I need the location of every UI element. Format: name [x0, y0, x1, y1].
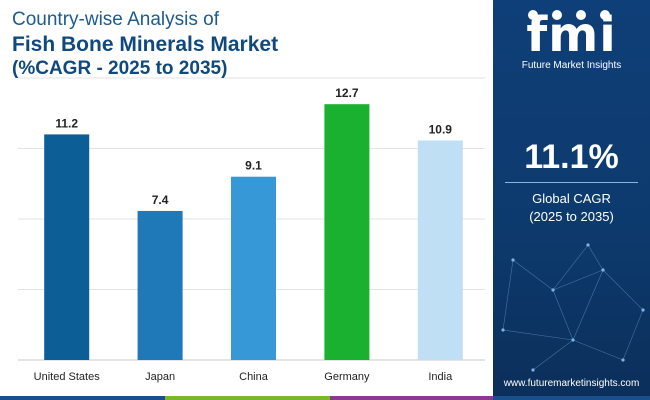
value-label: 10.9 [429, 122, 453, 136]
bar-united-states [44, 134, 90, 360]
value-label: 11.2 [55, 116, 78, 130]
bottom-bar-segment [0, 396, 165, 400]
logo-icons [528, 10, 610, 20]
fmi-logo: fmi Future Market Insights [493, 10, 650, 71]
bottom-bar-segment [165, 396, 330, 400]
cagr-label-line-2: (2025 to 2035) [529, 209, 614, 224]
bar-china [231, 176, 276, 360]
value-label: 9.1 [245, 159, 262, 173]
logo-dot-icon [576, 10, 586, 20]
title-line-2: Fish Bone Minerals Market [12, 33, 279, 56]
bottom-color-bar [0, 396, 650, 400]
logo-subtitle: Future Market Insights [521, 60, 622, 71]
bottom-bar-segment [493, 396, 650, 400]
x-tick-label: Japan [145, 371, 175, 383]
logo-dot-icon [600, 10, 610, 20]
chart-title: Country-wise Analysis of Fish Bone Miner… [12, 8, 278, 81]
value-label: 7.4 [152, 193, 169, 207]
summary-panel: fmi Future Market Insights 11.1% Global … [493, 0, 650, 400]
global-cagr-value: 11.1% [524, 138, 619, 176]
title-line-1: Country-wise Analysis of [12, 9, 219, 30]
global-cagr-label: Global CAGR (2025 to 2035) [493, 190, 650, 226]
x-tick-label: India [428, 371, 453, 383]
bar-chart: 11.2 7.4 9.1 12.7 10.9 United States Japan Chi… [18, 77, 485, 383]
bar-india [417, 140, 463, 360]
website-url[interactable]: www.futuremarketinsights.com [503, 378, 640, 389]
divider [505, 182, 638, 183]
cagr-label-line-1: Global CAGR [532, 191, 611, 206]
value-label: 12.7 [335, 86, 359, 100]
network-decoration [501, 243, 645, 372]
title-line-3: (%CAGR - 2025 to 2035) [12, 58, 228, 79]
x-tick-label: China [239, 371, 269, 383]
x-tick-label: Germany [324, 371, 370, 383]
x-tick-label: United States [34, 371, 101, 383]
logo-mark: fmi [526, 7, 617, 63]
logo-dot-icon [552, 10, 562, 20]
bar-japan [137, 210, 183, 360]
bottom-bar-segment [330, 396, 493, 400]
value-labels: 11.2 7.4 9.1 12.7 10.9 [55, 86, 452, 207]
bar-germany [324, 104, 370, 360]
x-tick-labels: United States Japan China Germany India [34, 371, 453, 383]
logo-dot-icon [528, 10, 538, 20]
bars [44, 104, 463, 360]
